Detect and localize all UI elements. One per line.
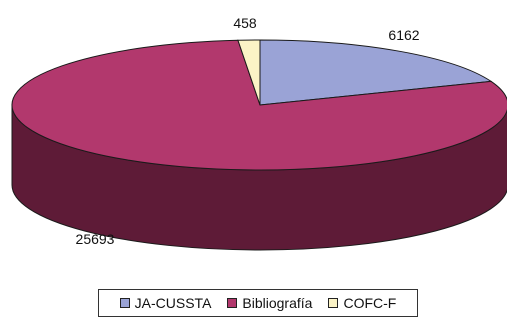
pie-slice-bibliografia bbox=[11, 39, 507, 171]
legend-swatch-cofc-f bbox=[328, 298, 339, 308]
data-label-bibliografia: 25693 bbox=[76, 231, 115, 247]
legend-item-bibliografia: Bibliografía bbox=[227, 295, 312, 311]
legend-label-bibliografia: Bibliografía bbox=[242, 295, 313, 311]
legend-swatch-bibliografia bbox=[227, 298, 238, 308]
legend-label-ja-cussta: JA-CUSSTA bbox=[134, 295, 212, 311]
legend-label-cofc-f: COFC-F bbox=[343, 295, 397, 311]
pie-chart: 6162 25693 458 bbox=[11, 15, 507, 251]
pie-slice-cofc-f bbox=[237, 39, 261, 106]
data-label-cofc-f: 458 bbox=[233, 15, 257, 31]
chart-legend: JA-CUSSTA Bibliografía COFC-F bbox=[98, 289, 418, 317]
legend-swatch-ja-cussta bbox=[119, 298, 130, 308]
data-label-ja-cussta: 6162 bbox=[388, 27, 419, 43]
legend-item-cofc-f: COFC-F bbox=[328, 295, 396, 311]
legend-item-ja-cussta: JA-CUSSTA bbox=[119, 295, 212, 311]
pie-slice-ja-cussta bbox=[259, 39, 493, 106]
